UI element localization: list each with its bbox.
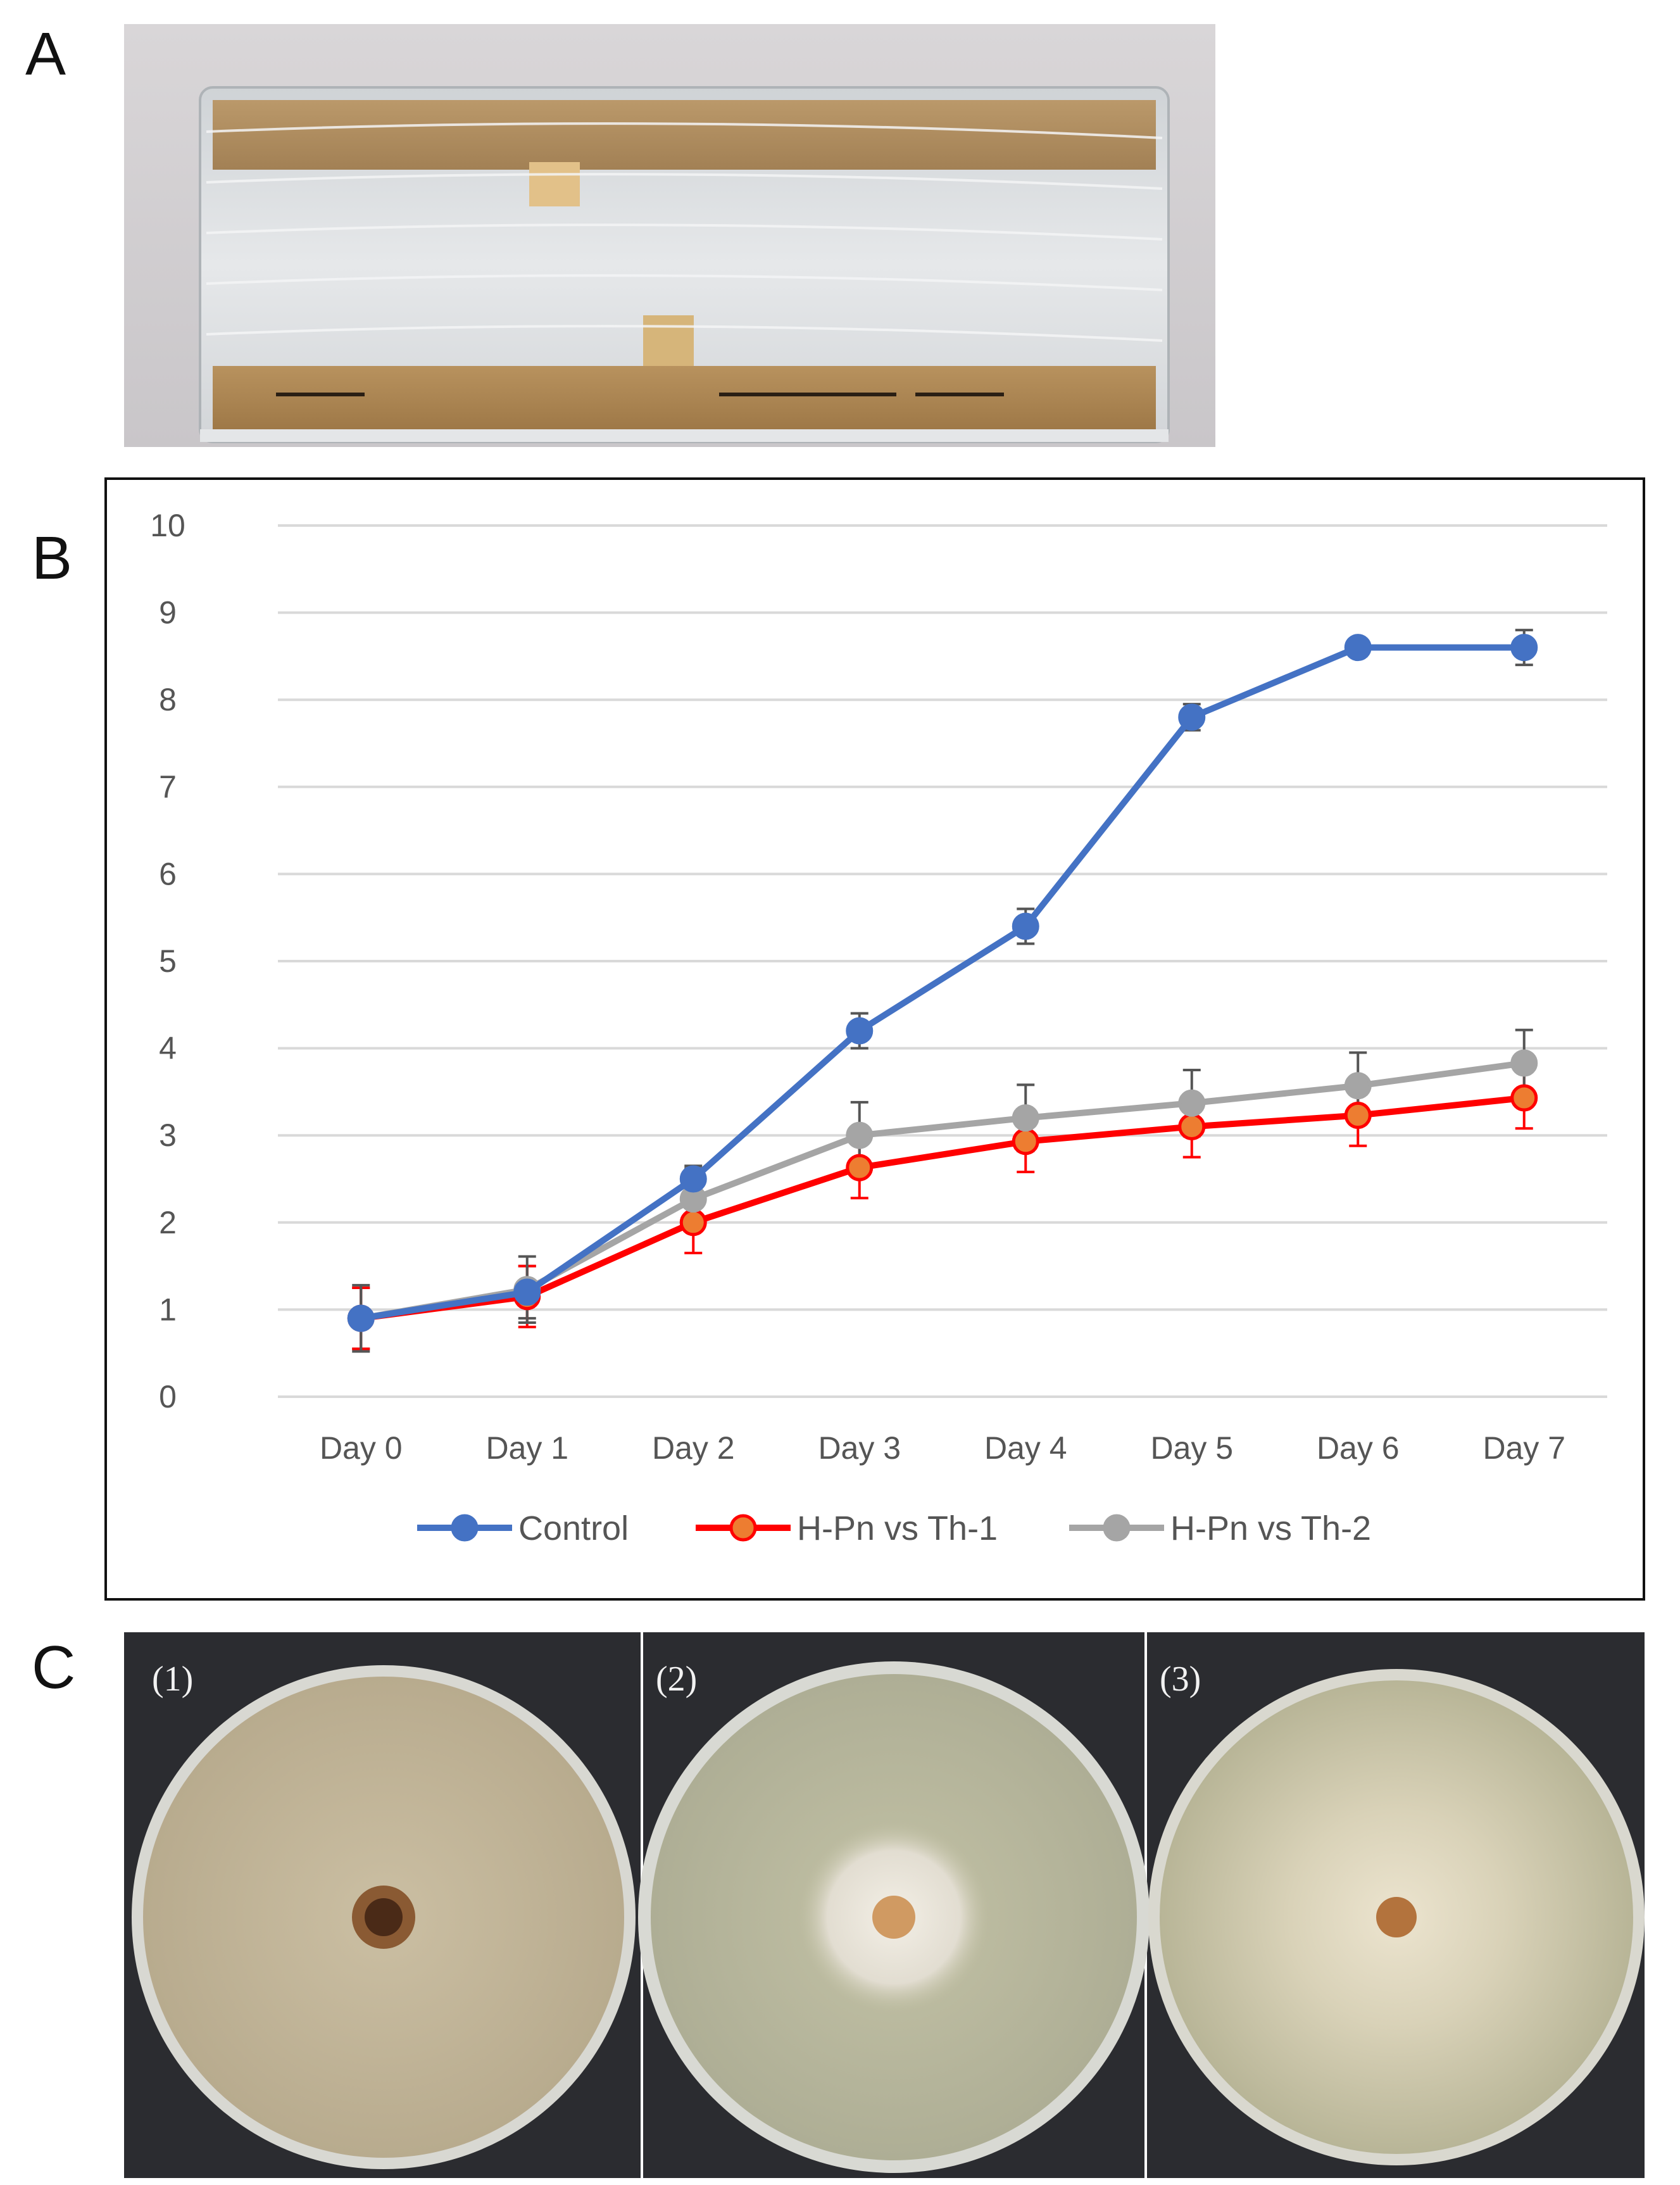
y-tick-label: 4 [159,1031,177,1066]
panel-label-a: A [25,20,66,88]
line-chart: 0 1 2 3 4 5 6 7 8 9 10 Day 0 Day 1 Day 2 Day 3 Day 4 Da… [150,508,1607,1547]
data-point [846,1121,874,1149]
data-point [679,1165,707,1193]
data-point [1510,1049,1538,1077]
data-point [513,1278,541,1306]
x-tick-label: Day 0 [320,1430,403,1466]
x-tick-label: Day 3 [818,1430,901,1466]
panel-label-b: B [32,524,73,592]
data-point [846,1017,874,1045]
legend-item: H-Pn vs Th-1 [696,1509,998,1547]
plate-1: (1) [132,1659,636,2169]
legend-marker [729,1514,757,1542]
data-point [347,1304,375,1332]
data-point [1012,1104,1039,1132]
x-tick-label: Day 7 [1483,1430,1565,1466]
plate-label-1: (1) [152,1659,193,1699]
series-line-control [360,644,1524,1322]
data-point [1178,1089,1206,1117]
y-tick-label: 10 [150,508,185,543]
x-tick-label: Day 6 [1317,1430,1400,1466]
legend-marker [1103,1514,1131,1542]
culture-plates-photo: (1) (2) (3) [124,1632,1645,2178]
legend-label: Control [518,1509,629,1547]
legend-item: H-Pn vs Th-2 [1069,1509,1371,1547]
data-point [1178,703,1206,731]
y-tick-label: 0 [159,1379,177,1414]
y-tick-label: 6 [159,856,177,891]
y-tick-label: 9 [159,595,177,631]
y-tick-label: 5 [159,943,177,979]
legend-label: H-Pn vs Th-2 [1170,1509,1371,1547]
x-tick-label: Day 2 [652,1430,735,1466]
data-point [1510,1084,1538,1112]
data-point [1344,634,1372,662]
y-tick-label: 7 [159,769,177,805]
data-point [1012,912,1039,940]
culture-plates-illustration: (1) (2) (3) [124,1632,1645,2178]
plate-label-3: (3) [1160,1659,1201,1699]
chart-panel: 0 1 2 3 4 5 6 7 8 9 10 Day 0 Day 1 Day 2 Day 3 Day 4 Da… [104,477,1645,1601]
petri-dish-side-illustration [124,24,1215,447]
y-tick-label: 2 [159,1205,177,1240]
petri-dish-side-photo [124,24,1215,447]
data-point [1344,1072,1372,1100]
x-tick-label: Day 4 [984,1430,1067,1466]
data-point [679,1209,707,1237]
plate-3: (3) [1148,1659,1645,2165]
data-point [1344,1102,1372,1130]
data-point [1178,1112,1206,1140]
y-tick-label: 8 [159,682,177,717]
panel-label-c: C [32,1634,76,1701]
y-tick-label: 1 [159,1292,177,1327]
data-point [1510,634,1538,662]
legend-label: H-Pn vs Th-1 [797,1509,998,1547]
plate-label-2: (2) [656,1659,697,1699]
data-point [846,1154,874,1181]
plate-2: (2) [638,1659,1150,2173]
y-tick-label: 3 [159,1118,177,1153]
x-tick-label: Day 1 [486,1430,568,1466]
x-tick-label: Day 5 [1150,1430,1233,1466]
series-line-th1 [360,1095,1525,1322]
legend-marker [451,1514,479,1542]
data-point [1012,1128,1039,1155]
legend-item: Control [417,1509,629,1547]
